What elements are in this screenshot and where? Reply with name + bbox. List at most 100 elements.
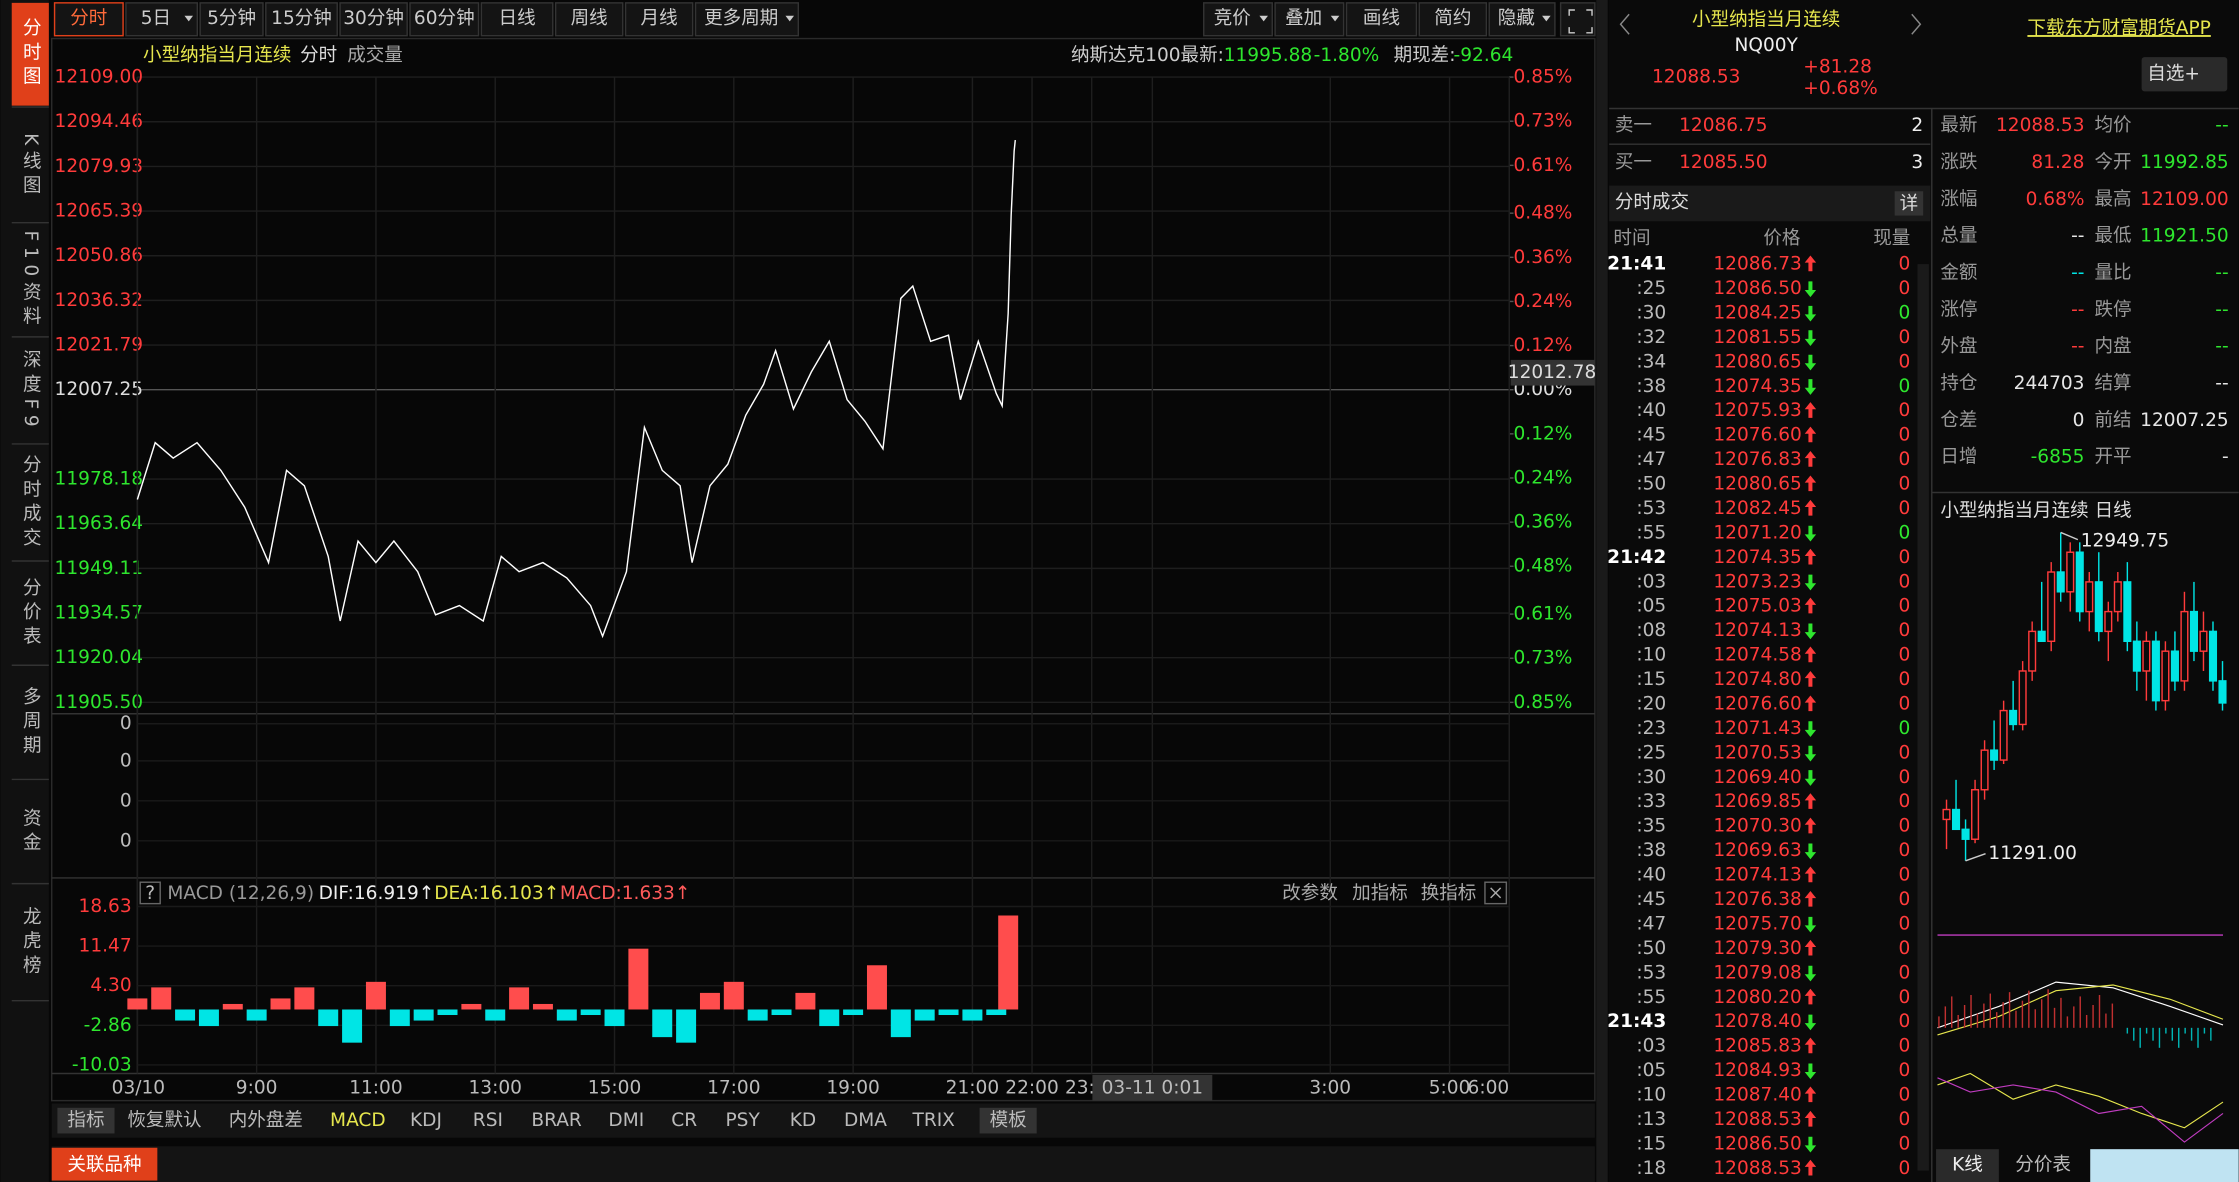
scrollbar[interactable] — [1917, 264, 1929, 1171]
indicator-tab[interactable]: TRIX — [912, 1110, 956, 1131]
toolbar-tab-label[interactable]: 分时 — [70, 8, 107, 29]
splitter[interactable] — [1596, 0, 1608, 1182]
macd-bar — [819, 1009, 840, 1027]
related-button[interactable] — [51, 1147, 158, 1181]
macd-bar — [556, 1009, 577, 1021]
indicator-tab[interactable]: KDJ — [410, 1110, 442, 1131]
toolbar-tab[interactable] — [554, 2, 624, 37]
macd-action[interactable]: 换指标 — [1421, 883, 1477, 904]
toolbar-button[interactable] — [1274, 2, 1345, 37]
detail-button[interactable] — [1894, 191, 1924, 216]
toolbar-tab[interactable] — [265, 2, 338, 37]
tab-box[interactable] — [57, 1107, 115, 1134]
sidebar-tab[interactable]: 分时图 — [20, 18, 41, 91]
daily-tab[interactable]: 分价表 — [2015, 1154, 2071, 1175]
tick-price: 12069.40 — [1713, 767, 1802, 788]
indicator-tab[interactable]: 指标 — [67, 1110, 104, 1131]
arrow-down — [1804, 1014, 1817, 1031]
daily-tab-active[interactable] — [1936, 1149, 1999, 1182]
toolbar-tab-label[interactable]: 15分钟 — [271, 8, 332, 29]
indicator-tab[interactable]: BRAR — [531, 1110, 582, 1131]
sidebar-tab[interactable]: K线图 — [20, 133, 41, 199]
toolbar-tab-label[interactable]: 周线 — [571, 8, 608, 29]
daily-tab[interactable]: K线 — [1952, 1154, 1983, 1175]
sidebar-tab[interactable]: 龙虎榜 — [20, 906, 41, 979]
tick-price: 12074.13 — [1713, 620, 1802, 641]
toolbar-tab-label[interactable]: 60分钟 — [414, 8, 475, 29]
toolbar-tab[interactable] — [339, 2, 408, 37]
sidebar-tab[interactable]: 分价表 — [20, 577, 41, 650]
help-button[interactable] — [139, 881, 161, 905]
toolbar-tab[interactable] — [53, 2, 124, 37]
toolbar-button-label[interactable]: 竞价 — [1214, 8, 1251, 29]
download-link[interactable]: 下载东方财富期货APP — [2027, 18, 2210, 39]
toolbar-tab-label[interactable]: 5日 — [141, 8, 171, 29]
macd-action[interactable]: 加指标 — [1352, 883, 1408, 904]
related-label[interactable]: 关联品种 — [67, 1154, 141, 1175]
candle-body — [1961, 828, 1970, 840]
prev-arrow[interactable] — [1619, 13, 1630, 35]
indicator-tab[interactable]: DMI — [608, 1110, 644, 1131]
macd-bar — [318, 1009, 339, 1027]
toolbar-button[interactable] — [1203, 2, 1273, 37]
basis-value: -92.64 — [1454, 45, 1514, 66]
toolbar-button-label[interactable]: 简约 — [1434, 8, 1471, 29]
toolbar-button-label[interactable]: 叠加 — [1285, 8, 1322, 29]
tab-box[interactable] — [979, 1107, 1037, 1134]
tick-volume: 0 — [1899, 596, 1911, 617]
toolbar-tab[interactable] — [125, 2, 199, 37]
indicator-tab[interactable]: KD — [790, 1110, 816, 1131]
toolbar-tab[interactable] — [409, 2, 480, 37]
sidebar-tab[interactable]: 分时成交 — [20, 455, 41, 552]
indicator-tab[interactable]: 恢复默认 — [127, 1110, 201, 1131]
ticks-header-bg — [1609, 185, 1931, 222]
toolbar-tab[interactable] — [694, 2, 800, 37]
sidebar-tab[interactable]: 资金 — [20, 808, 41, 857]
toolbar-tab[interactable] — [480, 2, 554, 37]
macd-action[interactable]: 改参数 — [1282, 883, 1338, 904]
candle-body — [1951, 808, 1961, 831]
watch-button[interactable] — [2141, 57, 2228, 92]
candle-body — [2123, 581, 2132, 643]
indicator-tab[interactable]: 内外盘差 — [229, 1110, 303, 1131]
tick-price: 12074.13 — [1713, 865, 1802, 886]
fullscreen-button[interactable] — [1559, 2, 1596, 37]
tick-time: :05 — [1636, 1060, 1666, 1081]
toolbar-button[interactable] — [1418, 2, 1488, 37]
tick-volume: 0 — [1899, 254, 1911, 275]
indicator-tab[interactable]: CR — [671, 1110, 697, 1131]
toolbar-button[interactable] — [1345, 2, 1418, 37]
indicator-tab[interactable]: MACD — [330, 1110, 386, 1131]
toolbar-button[interactable] — [1488, 2, 1556, 37]
indicator-tab[interactable]: 模板 — [990, 1110, 1027, 1131]
indicator-tab[interactable]: PSY — [725, 1110, 760, 1131]
sidebar-tab[interactable]: 多周期 — [20, 687, 41, 760]
watch-label[interactable]: 自选+ — [2147, 64, 2200, 85]
toolbar-tab-label[interactable]: 30分钟 — [343, 8, 404, 29]
toolbar-tab-label[interactable]: 5分钟 — [207, 8, 256, 29]
toolbar-tab[interactable] — [199, 2, 264, 37]
stat-value: 0.68% — [2026, 189, 2085, 210]
ad-image[interactable] — [2090, 1149, 2239, 1182]
sidebar-tab[interactable]: F10资料 — [20, 231, 41, 331]
stat-label: 最高 — [2095, 189, 2132, 210]
macd-bar — [413, 1009, 434, 1021]
toolbar-tab-label[interactable]: 更多周期 — [704, 8, 778, 29]
y2-tick-label: 0.24% — [1514, 467, 1573, 488]
indicator-tab[interactable]: RSI — [473, 1110, 503, 1131]
stat-label: 金额 — [1940, 262, 1978, 283]
toolbar-tab-label[interactable]: 月线 — [641, 8, 678, 29]
toolbar-button-label[interactable]: 画线 — [1363, 8, 1400, 29]
toolbar-tab-label[interactable]: 日线 — [499, 8, 536, 29]
tick-volume: 0 — [1899, 938, 1911, 959]
detail-label[interactable]: 详 — [1900, 194, 1919, 215]
close-button[interactable] — [1484, 881, 1508, 905]
indicator-tab[interactable]: DMA — [844, 1110, 887, 1131]
toolbar-tab[interactable] — [624, 2, 694, 37]
next-arrow[interactable] — [1911, 13, 1922, 35]
tick-volume: 0 — [1899, 400, 1911, 421]
toolbar-button-label[interactable]: 隐藏 — [1498, 8, 1535, 29]
stat-value: -- — [2215, 115, 2228, 136]
sidebar-tab[interactable]: 深度F9 — [20, 350, 41, 432]
tick-time: :25 — [1636, 278, 1666, 299]
